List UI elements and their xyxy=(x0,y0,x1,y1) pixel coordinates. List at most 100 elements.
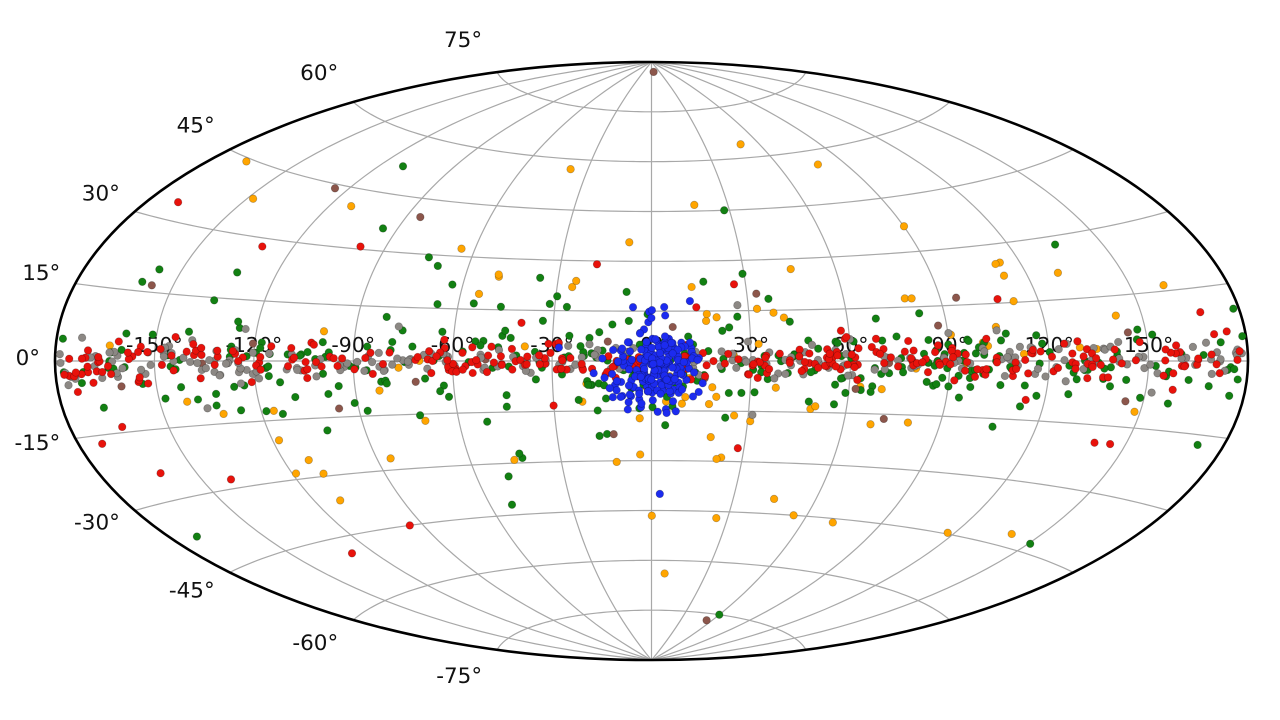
scatter-point xyxy=(424,253,434,262)
scatter-point xyxy=(933,341,943,350)
scatter-point xyxy=(951,293,961,302)
scatter-point xyxy=(624,365,634,374)
scatter-point xyxy=(702,309,711,319)
scatter-point xyxy=(694,387,703,397)
scatter-point xyxy=(909,346,918,355)
scatter-point xyxy=(712,454,721,464)
scatter-point xyxy=(105,348,114,357)
scatter-point xyxy=(432,352,441,361)
scatter-point xyxy=(1238,332,1247,341)
scatter-point xyxy=(693,355,702,365)
scatter-point xyxy=(900,347,909,356)
scatter-point xyxy=(668,363,677,372)
scatter-point xyxy=(999,271,1009,280)
scatter-point xyxy=(851,384,860,394)
scatter-point xyxy=(706,432,715,442)
scatter-point xyxy=(378,224,388,233)
scatter-point xyxy=(361,353,370,363)
scatter-point xyxy=(411,377,420,386)
scatter-point xyxy=(656,389,665,398)
lat-tick-label: -60° xyxy=(292,631,338,656)
scatter-point xyxy=(1012,364,1021,374)
scatter-point xyxy=(1015,342,1025,351)
scatter-point xyxy=(709,356,718,366)
scatter-point xyxy=(482,367,492,377)
scatter-point xyxy=(167,351,176,360)
scatter-point xyxy=(668,397,678,406)
scatter-point xyxy=(203,404,212,413)
scatter-point xyxy=(1233,375,1242,384)
scatter-point xyxy=(1229,304,1238,313)
scatter-point xyxy=(576,342,585,351)
scatter-point xyxy=(382,312,391,322)
scatter-point xyxy=(676,369,686,378)
scatter-point xyxy=(173,198,183,207)
scatter-point xyxy=(1079,364,1088,374)
scatter-point xyxy=(234,317,243,326)
scatter-point xyxy=(337,354,347,363)
scatter-point xyxy=(960,366,970,375)
scatter-point xyxy=(685,338,695,347)
scatter-point xyxy=(871,334,881,343)
scatter-point xyxy=(1028,345,1038,355)
scatter-point xyxy=(689,368,699,377)
scatter-point xyxy=(918,358,927,367)
scatter-point xyxy=(558,356,567,365)
series-red-sources xyxy=(60,198,1244,558)
scatter-point xyxy=(830,380,840,389)
scatter-point xyxy=(439,381,449,390)
scatter-point xyxy=(668,349,677,358)
scatter-point xyxy=(623,338,633,347)
scatter-point xyxy=(236,379,246,388)
scatter-point xyxy=(647,511,656,520)
scatter-point xyxy=(73,387,83,397)
scatter-point xyxy=(732,363,741,372)
scatter-point xyxy=(248,194,258,203)
scatter-point xyxy=(647,343,656,352)
scatter-point xyxy=(319,469,328,478)
scatter-point xyxy=(950,376,959,385)
scatter-point xyxy=(1088,362,1097,372)
graticule xyxy=(55,61,1248,661)
scatter-point xyxy=(712,313,721,322)
scatter-point xyxy=(146,360,155,370)
scatter-point xyxy=(378,359,388,369)
scatter-point xyxy=(497,360,506,370)
scatter-point xyxy=(60,370,69,379)
scatter-point xyxy=(944,328,953,338)
scatter-point xyxy=(1003,352,1012,362)
scatter-point xyxy=(474,289,484,299)
scatter-point xyxy=(781,369,790,379)
scatter-point xyxy=(935,360,945,370)
scatter-point xyxy=(1105,439,1115,449)
scatter-point xyxy=(871,314,880,323)
scatter-point xyxy=(568,282,577,292)
scatter-point xyxy=(715,610,724,619)
scatter-point xyxy=(1225,391,1234,400)
scatter-point xyxy=(566,165,575,174)
scatter-point xyxy=(114,337,123,346)
scatter-point xyxy=(1199,350,1208,360)
scatter-point xyxy=(1207,369,1216,379)
scatter-point xyxy=(649,67,658,77)
scatter-point xyxy=(733,301,742,310)
scatter-point xyxy=(754,339,763,349)
scatter-point xyxy=(704,399,714,409)
scatter-point xyxy=(973,365,982,374)
scatter-point xyxy=(535,360,545,369)
scatter-point xyxy=(1207,350,1216,359)
scatter-point xyxy=(692,303,701,312)
scatter-point xyxy=(831,362,840,371)
scatter-point xyxy=(388,337,397,347)
scatter-point xyxy=(1194,354,1203,363)
scatter-point xyxy=(303,365,312,374)
scatter-point xyxy=(98,439,107,448)
scatter-point xyxy=(595,431,604,441)
scatter-point xyxy=(736,140,745,149)
scatter-point xyxy=(574,395,583,405)
scatter-point xyxy=(366,348,375,357)
scatter-point xyxy=(628,303,638,312)
scatter-point xyxy=(892,332,901,341)
scatter-point xyxy=(458,348,467,357)
